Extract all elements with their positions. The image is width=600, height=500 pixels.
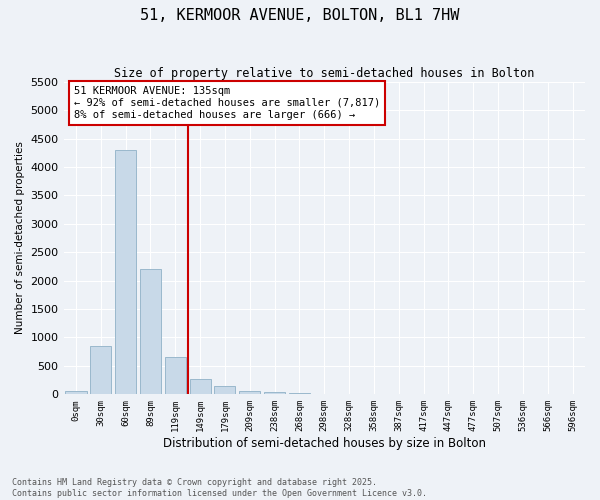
- Text: 51 KERMOOR AVENUE: 135sqm
← 92% of semi-detached houses are smaller (7,817)
8% o: 51 KERMOOR AVENUE: 135sqm ← 92% of semi-…: [74, 86, 380, 120]
- Bar: [264, 392, 285, 394]
- Title: Size of property relative to semi-detached houses in Bolton: Size of property relative to semi-detach…: [114, 68, 535, 80]
- Bar: [90, 346, 112, 395]
- Bar: [289, 393, 310, 394]
- Bar: [239, 391, 260, 394]
- Bar: [140, 270, 161, 394]
- Bar: [115, 150, 136, 394]
- X-axis label: Distribution of semi-detached houses by size in Bolton: Distribution of semi-detached houses by …: [163, 437, 486, 450]
- Bar: [165, 358, 186, 395]
- Bar: [190, 379, 211, 394]
- Text: Contains HM Land Registry data © Crown copyright and database right 2025.
Contai: Contains HM Land Registry data © Crown c…: [12, 478, 427, 498]
- Text: 51, KERMOOR AVENUE, BOLTON, BL1 7HW: 51, KERMOOR AVENUE, BOLTON, BL1 7HW: [140, 8, 460, 22]
- Bar: [65, 392, 86, 394]
- Bar: [214, 386, 235, 394]
- Y-axis label: Number of semi-detached properties: Number of semi-detached properties: [15, 142, 25, 334]
